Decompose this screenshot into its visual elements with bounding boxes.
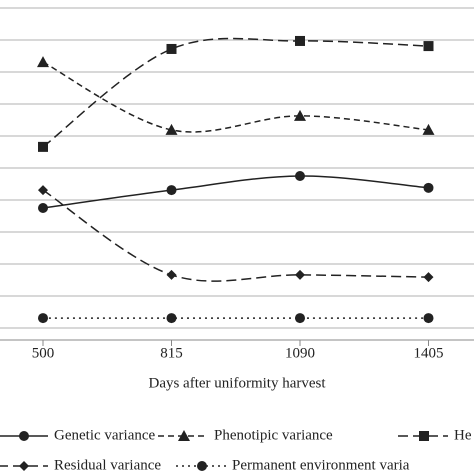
series-line — [42, 175, 429, 209]
x-tick-label: 1090 — [285, 345, 315, 361]
marker — [165, 123, 178, 135]
legend-label: Residual variance — [54, 457, 161, 473]
marker — [38, 203, 48, 213]
marker — [423, 41, 434, 52]
legend-label: Phenotipic variance — [214, 427, 333, 443]
series-line — [42, 61, 429, 133]
x-tick-label: 815 — [160, 345, 183, 361]
x-axis-title: Days after uniformity harvest — [148, 375, 326, 391]
marker — [166, 313, 177, 324]
marker — [295, 171, 305, 181]
legend-label: Genetic variance — [54, 427, 156, 443]
marker — [19, 461, 29, 471]
marker — [423, 313, 434, 324]
marker — [38, 141, 48, 152]
marker — [178, 430, 190, 441]
x-tick-label: 500 — [32, 345, 55, 361]
marker — [295, 313, 305, 324]
legend-label: He — [454, 427, 472, 443]
marker — [37, 56, 49, 68]
marker — [423, 182, 434, 193]
legend-label: Permanent environment varia — [232, 457, 410, 473]
marker — [19, 431, 29, 441]
series-line — [42, 37, 429, 148]
marker — [295, 35, 305, 46]
marker — [166, 43, 177, 54]
marker — [38, 313, 48, 324]
marker — [166, 185, 177, 196]
marker — [422, 123, 435, 135]
marker — [423, 272, 434, 283]
marker — [166, 269, 177, 280]
marker — [419, 431, 429, 441]
series-line — [42, 189, 429, 282]
x-tick-label: 1405 — [414, 345, 444, 361]
marker — [294, 109, 306, 121]
marker — [38, 185, 48, 196]
marker — [197, 461, 207, 471]
marker — [295, 269, 305, 280]
